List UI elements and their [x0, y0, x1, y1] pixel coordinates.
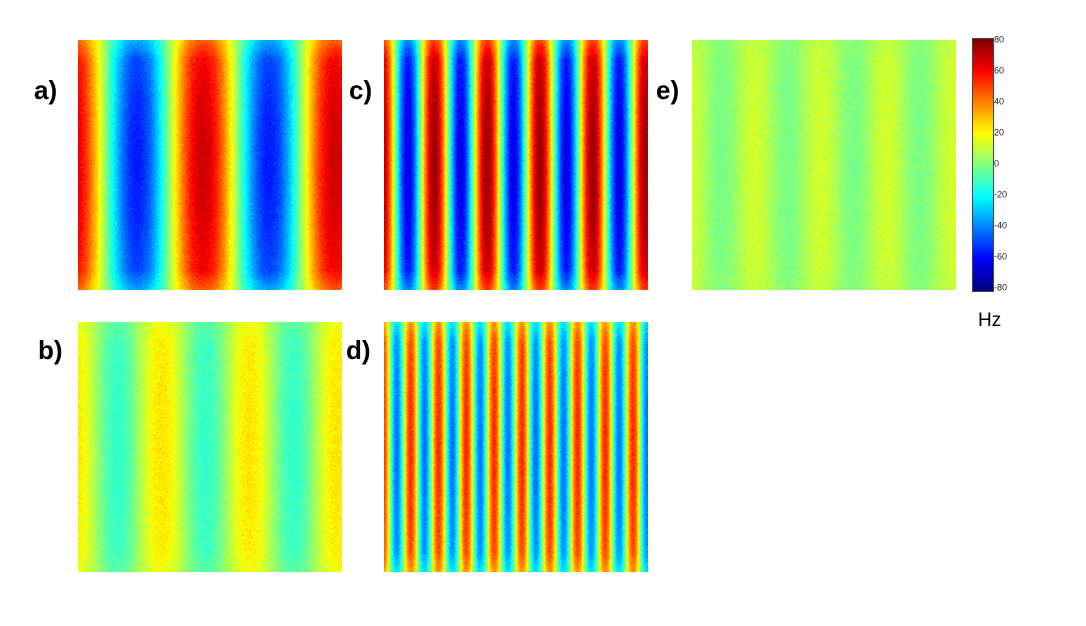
- frequency-map-d: [384, 322, 648, 572]
- colorbar-tick: -80: [994, 282, 1008, 293]
- frequency-map-a: [78, 40, 342, 290]
- colorbar-tick: 60: [994, 65, 1005, 76]
- panel-label-b: b): [38, 335, 63, 365]
- frequency-map-e: [692, 40, 956, 290]
- colorbar-tick: 0: [994, 158, 1000, 169]
- colorbar-unit-label: Hz: [978, 310, 1002, 331]
- frequency-map-b: [78, 322, 342, 572]
- colorbar-tick: 40: [994, 96, 1005, 107]
- colorbar-tick: -40: [994, 220, 1008, 231]
- colorbar-gradient: [972, 38, 994, 292]
- colorbar-tick: -60: [994, 251, 1008, 262]
- colorbar-tick: 80: [994, 34, 1005, 45]
- panel-label-c: c): [349, 75, 373, 105]
- colorbar-tick: -20: [994, 189, 1008, 200]
- panel-label-a: a): [34, 75, 58, 105]
- panel-label-e: e): [656, 75, 680, 105]
- colorbar-tick: 20: [994, 127, 1005, 138]
- colorbar: 80 60 40 20 0 -20 -40 -60 -80: [972, 35, 1007, 292]
- frequency-map-c: [384, 40, 648, 290]
- panel-label-d: d): [346, 335, 371, 365]
